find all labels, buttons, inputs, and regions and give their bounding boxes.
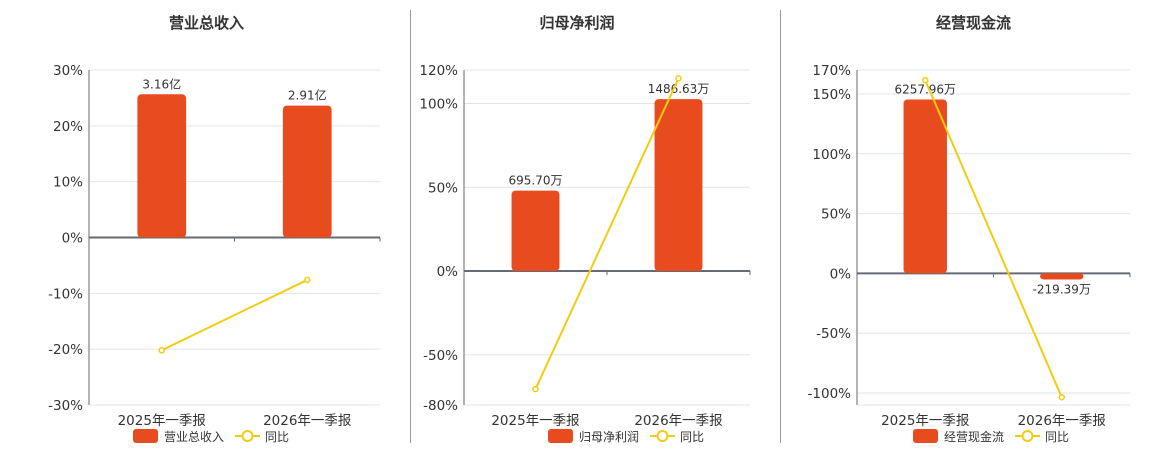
x-tick-label: 2025年一季报	[118, 413, 206, 429]
y-tick-label: 120%	[419, 63, 458, 79]
legend-line-label: 同比	[680, 430, 704, 444]
legend-bar-swatch	[548, 429, 573, 443]
legend-line-marker	[656, 430, 669, 442]
bar-data-label: 695.70万	[509, 174, 563, 188]
y-tick-label: 30%	[53, 63, 83, 79]
bar	[654, 99, 703, 272]
divider	[410, 10, 411, 443]
legend-bar-swatch	[133, 429, 158, 443]
legend-line-marker	[241, 430, 254, 442]
y-tick-label: -80%	[423, 398, 458, 414]
bar	[511, 190, 560, 271]
x-tick-label: 2025年一季报	[881, 413, 969, 429]
yoy-line	[924, 79, 1063, 398]
y-tick-label: 150%	[812, 87, 851, 103]
y-tick-label: 20%	[53, 119, 83, 135]
legend-bar-label: 经营现金流	[944, 429, 1004, 444]
legend-bar-label: 归母净利润	[579, 430, 639, 444]
chart-title: 经营现金流	[936, 14, 1011, 32]
y-tick-label: 10%	[53, 175, 83, 191]
x-tick-label: 2026年一季报	[263, 413, 351, 429]
yoy-point	[532, 385, 539, 393]
y-tick-label: -50%	[423, 348, 458, 364]
x-tick-label: 2025年一季报	[491, 413, 579, 429]
y-tick-label: 100%	[812, 147, 851, 163]
bar-data-label: 3.16亿	[142, 76, 181, 91]
bar	[282, 105, 332, 238]
legend-bar-label: 营业总收入	[164, 430, 224, 444]
chart-title: 归母净利润	[539, 14, 614, 32]
yoy-point	[158, 347, 165, 354]
bar	[137, 94, 187, 238]
yoy-line	[161, 279, 308, 352]
y-tick-label: 170%	[812, 63, 851, 79]
x-tick-label: 2026年一季报	[1018, 413, 1106, 429]
yoy-point	[675, 75, 682, 82]
yoy-point	[922, 76, 929, 84]
y-tick-label: 100%	[419, 97, 458, 113]
bar	[1040, 273, 1084, 280]
legend-line-label: 同比	[1045, 430, 1069, 444]
yoy-line	[534, 77, 680, 390]
legend-line-label: 同比	[265, 430, 289, 444]
bar-data-label: -219.39万	[1033, 282, 1091, 296]
y-tick-label: 0%	[437, 264, 459, 280]
divider	[780, 10, 781, 443]
x-tick-label: 2026年一季报	[634, 413, 722, 429]
chart-title: 营业总收入	[169, 14, 244, 32]
y-tick-label: 0%	[62, 231, 84, 247]
y-tick-label: -30%	[48, 398, 83, 414]
y-tick-label: 0%	[830, 266, 852, 282]
y-tick-label: -100%	[808, 386, 852, 402]
bar	[903, 99, 947, 274]
y-tick-label: -20%	[48, 342, 83, 358]
legend-line-marker	[1021, 430, 1034, 442]
y-tick-label: -10%	[48, 286, 83, 302]
bar-data-label: 1486.63万	[648, 82, 710, 96]
bar-data-label: 6257.96万	[894, 82, 956, 96]
y-tick-label: 50%	[821, 207, 851, 223]
y-tick-label: -50%	[816, 326, 851, 342]
yoy-point	[304, 276, 311, 284]
y-tick-label: 50%	[428, 180, 458, 196]
yoy-point	[1058, 393, 1065, 401]
legend-bar-swatch	[913, 429, 938, 443]
bar-data-label: 2.91亿	[288, 88, 327, 103]
